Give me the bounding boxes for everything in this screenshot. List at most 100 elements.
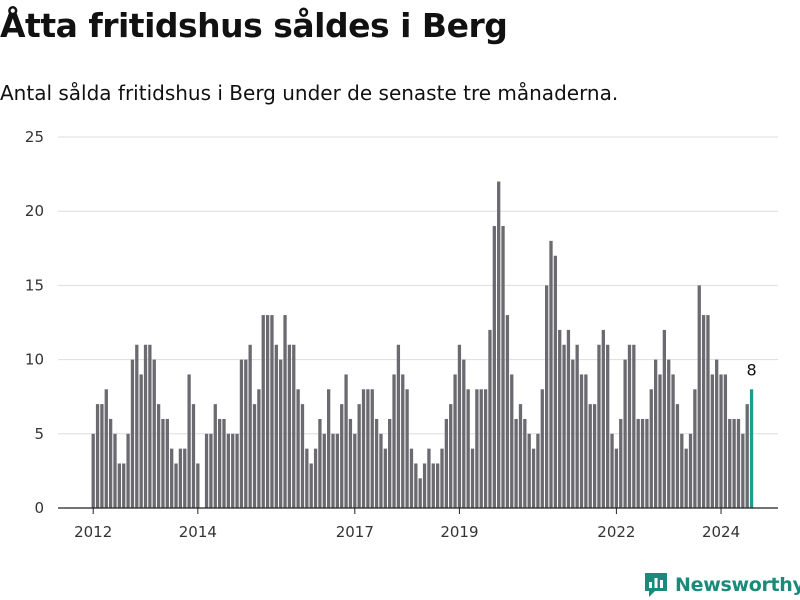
bar [667, 359, 671, 508]
bar [148, 344, 152, 508]
bar [553, 255, 558, 508]
bar [361, 389, 366, 508]
bar [444, 418, 449, 508]
bar [422, 463, 427, 508]
bar [579, 374, 584, 508]
gridlines [58, 136, 778, 435]
bar [435, 463, 440, 508]
bar [457, 344, 462, 508]
bar [414, 463, 418, 508]
bar [396, 344, 401, 508]
bar [440, 448, 444, 508]
bar [183, 448, 187, 508]
bar [217, 418, 222, 508]
bar [728, 418, 732, 508]
bar [723, 374, 728, 508]
bar [662, 329, 667, 508]
bar [645, 418, 649, 508]
bar [379, 433, 383, 508]
x-axis: 2012 2014 2017 2019 2022 2024 [58, 507, 778, 541]
bar [348, 418, 353, 508]
bar [562, 344, 566, 508]
brand-logo[interactable]: Newsworthy [643, 570, 800, 600]
bar [91, 433, 95, 508]
bar-chart-logo-icon [645, 573, 667, 597]
bar [283, 315, 287, 508]
bar [497, 181, 501, 508]
bar [117, 463, 122, 508]
bar [614, 448, 619, 508]
bar [104, 389, 108, 508]
bar [710, 374, 714, 508]
bar [466, 389, 470, 508]
bar [697, 285, 701, 508]
bar [309, 463, 313, 508]
bar [671, 374, 675, 508]
bar [549, 240, 553, 508]
bar [592, 404, 597, 508]
bar-chart: 2012 2014 2017 2019 2022 2024 0 5 10 15 20 25 8 [25, 128, 778, 541]
bar [536, 433, 540, 508]
bar [139, 374, 143, 508]
bar [449, 404, 453, 508]
bar [209, 433, 213, 508]
bar [632, 344, 636, 508]
bar [191, 404, 196, 508]
bar [531, 448, 536, 508]
bar [178, 448, 183, 508]
bar [313, 448, 318, 508]
bar [706, 315, 710, 508]
bar [165, 418, 169, 508]
x-tick-label: 2022 [597, 523, 635, 541]
x-tick-label: 2012 [74, 523, 112, 541]
bar [318, 418, 322, 508]
bar [418, 478, 422, 508]
bar [693, 389, 697, 508]
bar [736, 418, 741, 508]
bar [431, 463, 435, 508]
bar [527, 433, 531, 508]
bar [601, 329, 605, 508]
bar [658, 374, 662, 508]
bar [126, 433, 130, 508]
bar [213, 404, 217, 508]
bar [174, 463, 178, 508]
bar [392, 374, 396, 508]
bar [279, 359, 283, 508]
bar [636, 418, 640, 508]
bar [257, 389, 261, 508]
bar [340, 404, 344, 508]
bar [627, 344, 632, 508]
bar [588, 404, 592, 508]
bar [732, 418, 736, 508]
bar [135, 344, 139, 508]
bar [544, 285, 549, 508]
bar [684, 448, 688, 508]
bar [680, 433, 684, 508]
y-tick-label: 0 [34, 499, 44, 517]
bar [187, 374, 191, 508]
bar [239, 359, 244, 508]
bar [287, 344, 292, 508]
bar [231, 433, 235, 508]
x-tick-label: 2024 [702, 523, 740, 541]
bar [675, 404, 680, 508]
bar [653, 359, 658, 508]
bar [606, 344, 610, 508]
bar [719, 374, 723, 508]
bar [292, 344, 296, 508]
bar [374, 418, 379, 508]
highlight-value-label: 8 [746, 360, 756, 379]
bar [244, 359, 248, 508]
bar [745, 404, 749, 508]
bar [331, 433, 335, 508]
bar [741, 433, 745, 508]
bar [623, 359, 627, 508]
bar [300, 404, 305, 508]
bar [640, 418, 645, 508]
bar [475, 389, 479, 508]
annotations: 8 [746, 360, 756, 379]
bar [108, 418, 113, 508]
bar [571, 359, 575, 508]
y-tick-label: 5 [34, 425, 44, 443]
